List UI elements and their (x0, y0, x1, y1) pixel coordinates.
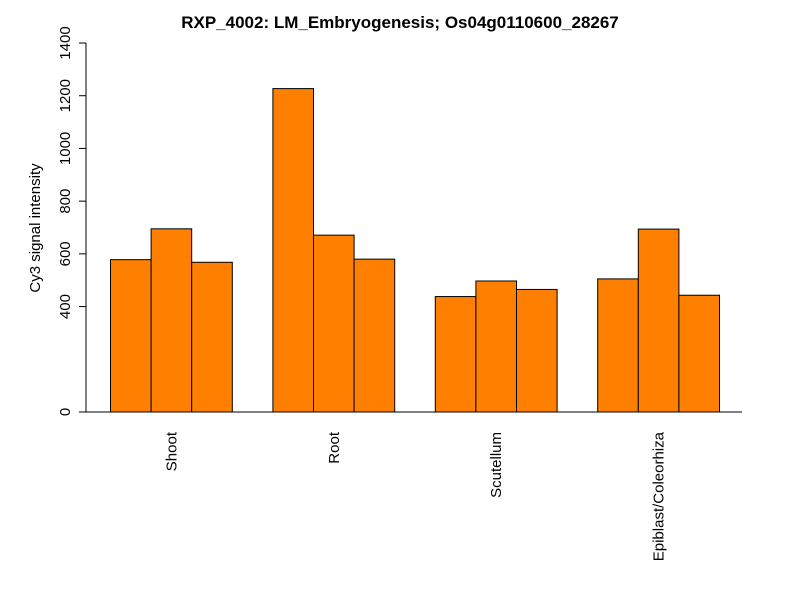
y-tick-label: 1400 (57, 26, 74, 59)
bar (516, 288, 558, 413)
bar (678, 294, 721, 413)
y-tick-label: 0 (57, 408, 74, 416)
y-axis-label: Cy3 signal intensity (27, 163, 44, 293)
y-tick-label: 1000 (57, 132, 74, 165)
bar (150, 228, 193, 413)
y-tick-label: 600 (57, 241, 74, 266)
bar (191, 261, 233, 413)
y-tick-label: 400 (57, 294, 74, 319)
bar (475, 280, 517, 413)
bar (272, 88, 314, 413)
bar (434, 296, 477, 413)
category-label: Root (326, 431, 343, 464)
y-tick-label: 800 (57, 189, 74, 214)
bar (110, 259, 152, 413)
category-label: Epiblast/Coleorhiza (651, 431, 668, 561)
chart-title: RXP_4002: LM_Embryogenesis; Os04g0110600… (181, 13, 619, 32)
bars-group (110, 88, 721, 413)
bar (637, 228, 680, 413)
category-labels: Shoot Root Scutellum Epiblast/Coleorhiza (163, 431, 667, 561)
bar (353, 258, 396, 413)
bar (313, 234, 355, 413)
category-label: Shoot (163, 431, 180, 471)
y-tick-label: 1200 (57, 79, 74, 112)
bar (597, 278, 639, 413)
category-label: Scutellum (488, 432, 505, 498)
y-axis: 0 400 600 800 1000 1200 1400 (57, 26, 87, 416)
